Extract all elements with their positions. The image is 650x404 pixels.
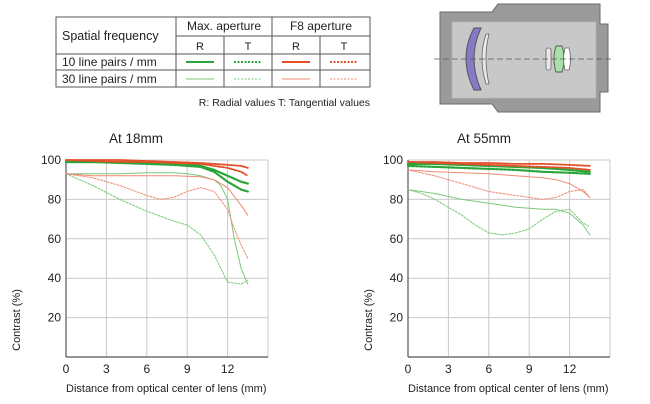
chart2-xtick-label: 12 [563, 362, 577, 376]
legend-row-30lp: 30 line pairs / mm [62, 72, 157, 86]
legend-table [55, 16, 371, 88]
chart1-series-line-4 [65, 159, 249, 177]
chart1-ytick-label: 60 [48, 232, 62, 246]
legend-subheader-t-f8: T [341, 41, 348, 53]
chart1-xtick-label: 0 [63, 362, 70, 376]
legend-note: R: Radial values T: Tangential values [199, 97, 370, 109]
chart1-title: At 18mm [109, 131, 163, 146]
chart2-series-line-6 [407, 189, 591, 236]
chart2-series-line-3 [407, 161, 591, 167]
chart1-series-line-6 [65, 173, 249, 285]
legend-subheader-t-max: T [245, 41, 252, 53]
chart1-ylabel: Contrast (%) [11, 289, 23, 351]
chart1-series-group [64, 159, 249, 285]
legend-subheader-r-max: R [196, 41, 204, 53]
chart2-ytick-label: 60 [390, 232, 404, 246]
chart2-plot-area: 0 3 6 9 12 20 40 60 80 100 [383, 153, 611, 376]
chart1-series-line-2 [64, 160, 249, 193]
chart2-xlabel: Distance from optical center of lens (mm… [408, 383, 609, 395]
chart2-ytick-label: 80 [390, 192, 404, 206]
chart1-xlabel: Distance from optical center of lens (mm… [66, 383, 267, 395]
legend-group-max-aperture: Max. aperture [187, 19, 261, 33]
chart1-series-line-8 [65, 173, 249, 259]
chart2-xtick-label: 9 [526, 362, 533, 376]
chart2-series-line-2 [406, 164, 591, 175]
chart2-series-line-7 [407, 169, 591, 198]
chart1-series-line-5 [65, 172, 249, 285]
chart1-xtick-label: 6 [143, 362, 150, 376]
chart2-title: At 55mm [457, 131, 511, 146]
chart2-ytick-label: 20 [390, 311, 404, 325]
legend-group-f8-aperture: F8 aperture [290, 19, 352, 33]
legend-header: Spatial frequency [62, 29, 159, 43]
chart1-series-line-3 [65, 159, 249, 169]
chart1-ytick-label: 80 [48, 192, 62, 206]
chart2-ytick-label: 100 [383, 153, 403, 167]
chart2-xtick-label: 6 [485, 362, 492, 376]
chart2-xtick-label: 0 [405, 362, 412, 376]
chart2-series-group [406, 161, 591, 236]
chart1-ytick-label: 100 [41, 153, 61, 167]
chart2-ylabel: Contrast (%) [363, 289, 375, 351]
legend-subheader-r-f8: R [292, 41, 300, 53]
chart1-ytick-label: 40 [48, 271, 62, 285]
chart1-xtick-label: 12 [221, 362, 235, 376]
lens-cross-section-icon [434, 3, 614, 113]
chart1-series-line-7 [65, 173, 249, 216]
legend-swatches [186, 61, 358, 80]
chart1-ytick-label: 20 [48, 311, 62, 325]
chart1-xtick-label: 3 [103, 362, 110, 376]
chart2-series-line-4 [407, 161, 591, 171]
chart2-xtick-label: 3 [445, 362, 452, 376]
chart2-series-line-1 [406, 162, 591, 173]
legend-row-10lp: 10 line pairs / mm [62, 55, 157, 69]
chart1-xtick-label: 9 [184, 362, 191, 376]
chart2-series-line-5 [407, 189, 591, 236]
chart2-series-line-8 [407, 169, 591, 200]
chart2-ytick-label: 40 [390, 271, 404, 285]
